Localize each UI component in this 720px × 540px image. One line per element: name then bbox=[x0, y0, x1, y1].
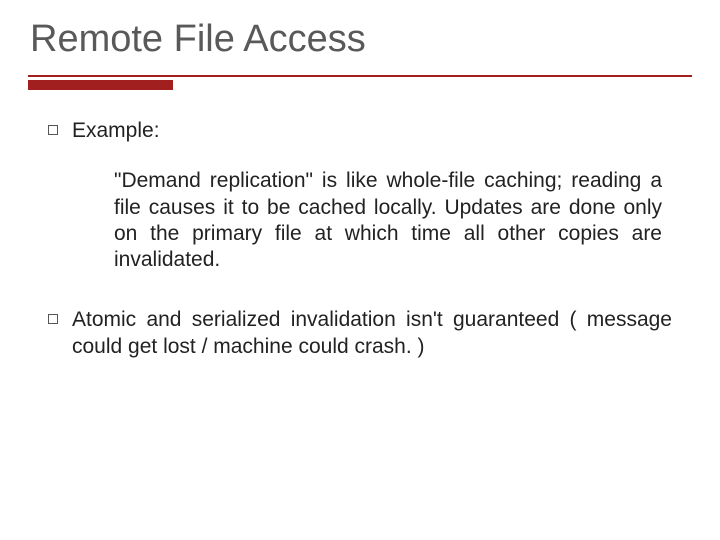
indented-paragraph: "Demand replication" is like whole-file … bbox=[114, 168, 662, 273]
square-bullet-icon bbox=[48, 125, 58, 135]
slide-content: Example: "Demand replication" is like wh… bbox=[28, 118, 692, 360]
bullet-item: Example: bbox=[48, 118, 672, 144]
bullet-text: Example: bbox=[72, 118, 160, 144]
bullet-item: Atomic and serialized invalidation isn't… bbox=[48, 307, 672, 360]
underline-thin bbox=[28, 75, 692, 77]
underline-thick bbox=[28, 80, 173, 90]
slide-container: Remote File Access Example: "Demand repl… bbox=[0, 0, 720, 540]
square-bullet-icon bbox=[48, 314, 58, 324]
slide-title: Remote File Access bbox=[28, 18, 692, 61]
bullet-text: Atomic and serialized invalidation isn't… bbox=[72, 307, 672, 360]
title-underline bbox=[28, 75, 692, 90]
